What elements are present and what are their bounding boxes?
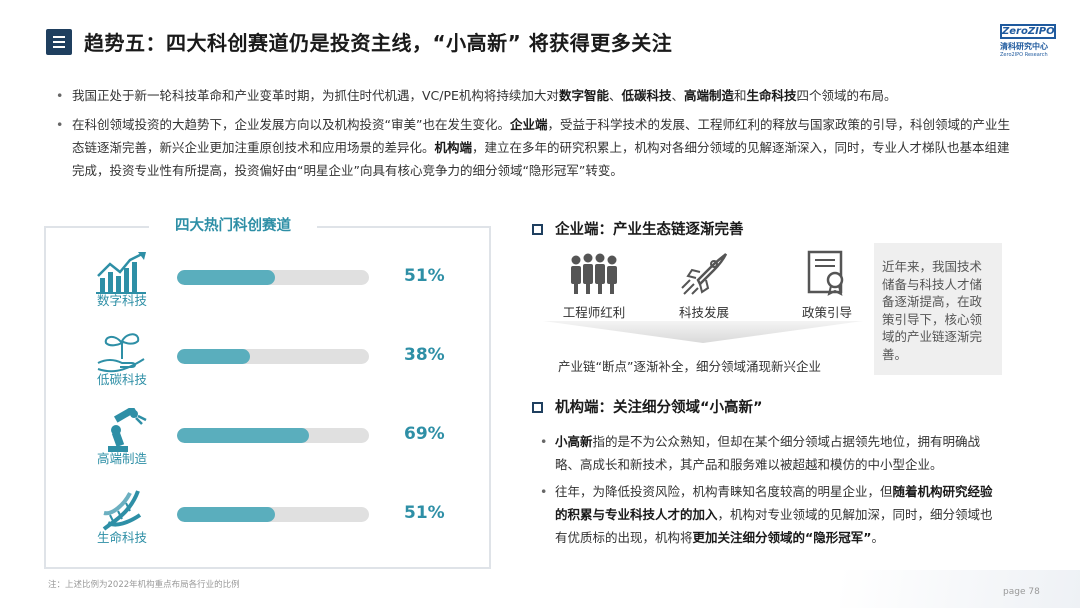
track-label: 低碳科技 [96, 372, 147, 387]
institution-bullets: 小高新指的是不为公众熟知，但却在某个细分领域占据领先地位，拥有明确战略、高成长和… [540, 430, 1005, 553]
progress-track [177, 507, 369, 522]
bullet-bold: 机构端 [434, 140, 473, 155]
bullet-bold: 更加关注细分领域的“隐形冠军” [692, 530, 872, 545]
progress-fill [177, 349, 250, 364]
policy-document-icon [807, 250, 844, 296]
title-bar: 趋势五：四大科创赛道仍是投资主线，“小高新” 将获得更多关注 [0, 0, 1080, 68]
bullet-text: 指的是不为公众熟知，但却在某个细分领域占据领先地位，拥有明确战略、高成长和新技术… [555, 434, 981, 472]
side-note-box: 近年来，我国技术储备与科技人才储备逐渐提高，在政策引导下，核心领域的产业链逐渐完… [874, 243, 1002, 375]
logo-en-text: Zero2IPO Research [1000, 52, 1048, 58]
corner-decoration [840, 570, 1080, 608]
enterprise-heading: 企业端：产业生态链逐渐完善 [532, 218, 744, 239]
percent-value: 51% [404, 266, 445, 286]
bullet-text: 在科创领域投资的大趋势下，企业发展方向以及机构投资“审美”也在发生变化。 [72, 117, 510, 132]
bullet-text: ，受益于科学技术的发展、工程师红利的释放与国家政策的引导，科创领域的产业生态链逐… [72, 117, 1010, 155]
bullet-bold: 企业端 [509, 117, 548, 132]
enterprise-heading-text: 企业端：产业生态链逐渐完善 [555, 222, 744, 238]
progress-track [177, 349, 369, 364]
enterprise-item-label: 科技发展 [678, 305, 729, 320]
chain-text: 产业链“断点”逐渐补全，细分领域涌现新兴企业 [558, 359, 821, 374]
track-label: 数字科技 [96, 293, 147, 308]
logo-mark: ZeroZIPO [1000, 24, 1056, 39]
track-row-lowcarbon: 低碳科技 38% [44, 329, 491, 409]
institution-heading-text: 机构端：关注细分领域“小高新” [555, 400, 763, 416]
bullet-text: 我国正处于新一轮科技革命和产业变革时期，为抓住时代机遇，VC/PE机构将持续加大… [72, 88, 559, 103]
chevron-down-icon [543, 321, 863, 343]
plant-hand-icon [97, 333, 145, 373]
enterprise-item-engineers: 工程师红利 [539, 250, 649, 321]
bullet-bold: 小高新 [555, 434, 593, 449]
institution-heading: 机构端：关注细分领域“小高新” [532, 396, 763, 417]
progress-fill [177, 507, 275, 522]
intro-bullet-1: 我国正处于新一轮科技革命和产业变革时期，为抓住时代机遇，VC/PE机构将持续加大… [56, 84, 1016, 107]
bullet-text: 四个领域的布局。 [796, 88, 897, 103]
logo-cn-text: 清科研究中心 [1000, 42, 1048, 51]
page-number: page 78 [1003, 587, 1040, 597]
company-logo: ZeroZIPO 清科研究中心 Zero2IPO Research [1000, 24, 1060, 58]
bullet-bold: 随着机构研究经验的积累与专业科技人才的加入 [555, 484, 993, 522]
intro-bullet-2: 在科创领域投资的大趋势下，企业发展方向以及机构投资“审美”也在发生变化。企业端，… [56, 113, 1016, 182]
bullet-text: 、 [608, 88, 622, 103]
track-row-digital: 数字科技 51% [44, 250, 491, 330]
bullet-text: ，机构对专业领域的见解加深，同时，细分领域也有优质标的出现，机构将 [555, 507, 993, 545]
bullet-bold: 低碳科技 [621, 88, 672, 103]
bullet-bold: 高端制造 [684, 88, 735, 103]
percent-value: 69% [404, 424, 445, 444]
square-bullet-icon [532, 402, 543, 413]
percent-value: 38% [404, 345, 445, 365]
square-bullet-icon [532, 224, 543, 235]
progress-track [177, 270, 369, 285]
page-title: 趋势五：四大科创赛道仍是投资主线，“小高新” 将获得更多关注 [84, 31, 673, 55]
engineers-group-icon [571, 253, 617, 294]
bullet-bold: 生命科技 [746, 88, 797, 103]
progress-fill [177, 270, 275, 285]
robot-arm-icon [108, 408, 147, 452]
enterprise-item-policy: 政策引导 [772, 250, 882, 321]
rocket-icon [681, 253, 728, 295]
progress-fill [177, 428, 310, 443]
track-label: 高端制造 [96, 451, 147, 466]
enterprise-item-tech: 科技发展 [649, 250, 759, 321]
bullet-text: 、 [671, 88, 684, 103]
enterprise-item-label: 工程师红利 [562, 305, 626, 320]
dna-icon [102, 490, 142, 531]
bullet-text: 和 [734, 88, 747, 103]
progress-track [177, 428, 369, 443]
menu-icon [46, 29, 72, 55]
bullet-text: ，建立在多年的研究积累上，机构对各细分领域的见解逐渐深入，同时，专业人才梯队也基… [72, 140, 1010, 178]
track-row-life: 生命科技 51% [44, 487, 491, 567]
percent-value: 51% [404, 503, 445, 523]
institution-bullet-2: 往年，为降低投资风险，机构青睐知名度较高的明星企业，但随着机构研究经验的积累与专… [540, 480, 1005, 549]
chart-growth-icon [96, 252, 146, 294]
tracks-panel-title: 四大热门科创赛道 [149, 211, 317, 241]
track-label: 生命科技 [96, 530, 147, 545]
intro-bullets: 我国正处于新一轮科技革命和产业变革时期，为抓住时代机遇，VC/PE机构将持续加大… [56, 84, 1016, 188]
footnote: 注：上述比例为2022年机构重点布局各行业的比例 [48, 580, 240, 590]
institution-bullet-1: 小高新指的是不为公众熟知，但却在某个细分领域占据领先地位，拥有明确战略、高成长和… [540, 430, 1005, 476]
enterprise-item-label: 政策引导 [801, 305, 852, 320]
bullet-bold: 数字智能 [558, 88, 609, 103]
track-row-manufacturing: 高端制造 69% [44, 408, 491, 488]
bullet-text: 往年，为降低投资风险，机构青睐知名度较高的明星企业，但 [555, 484, 893, 499]
bullet-text: 。 [871, 530, 884, 545]
